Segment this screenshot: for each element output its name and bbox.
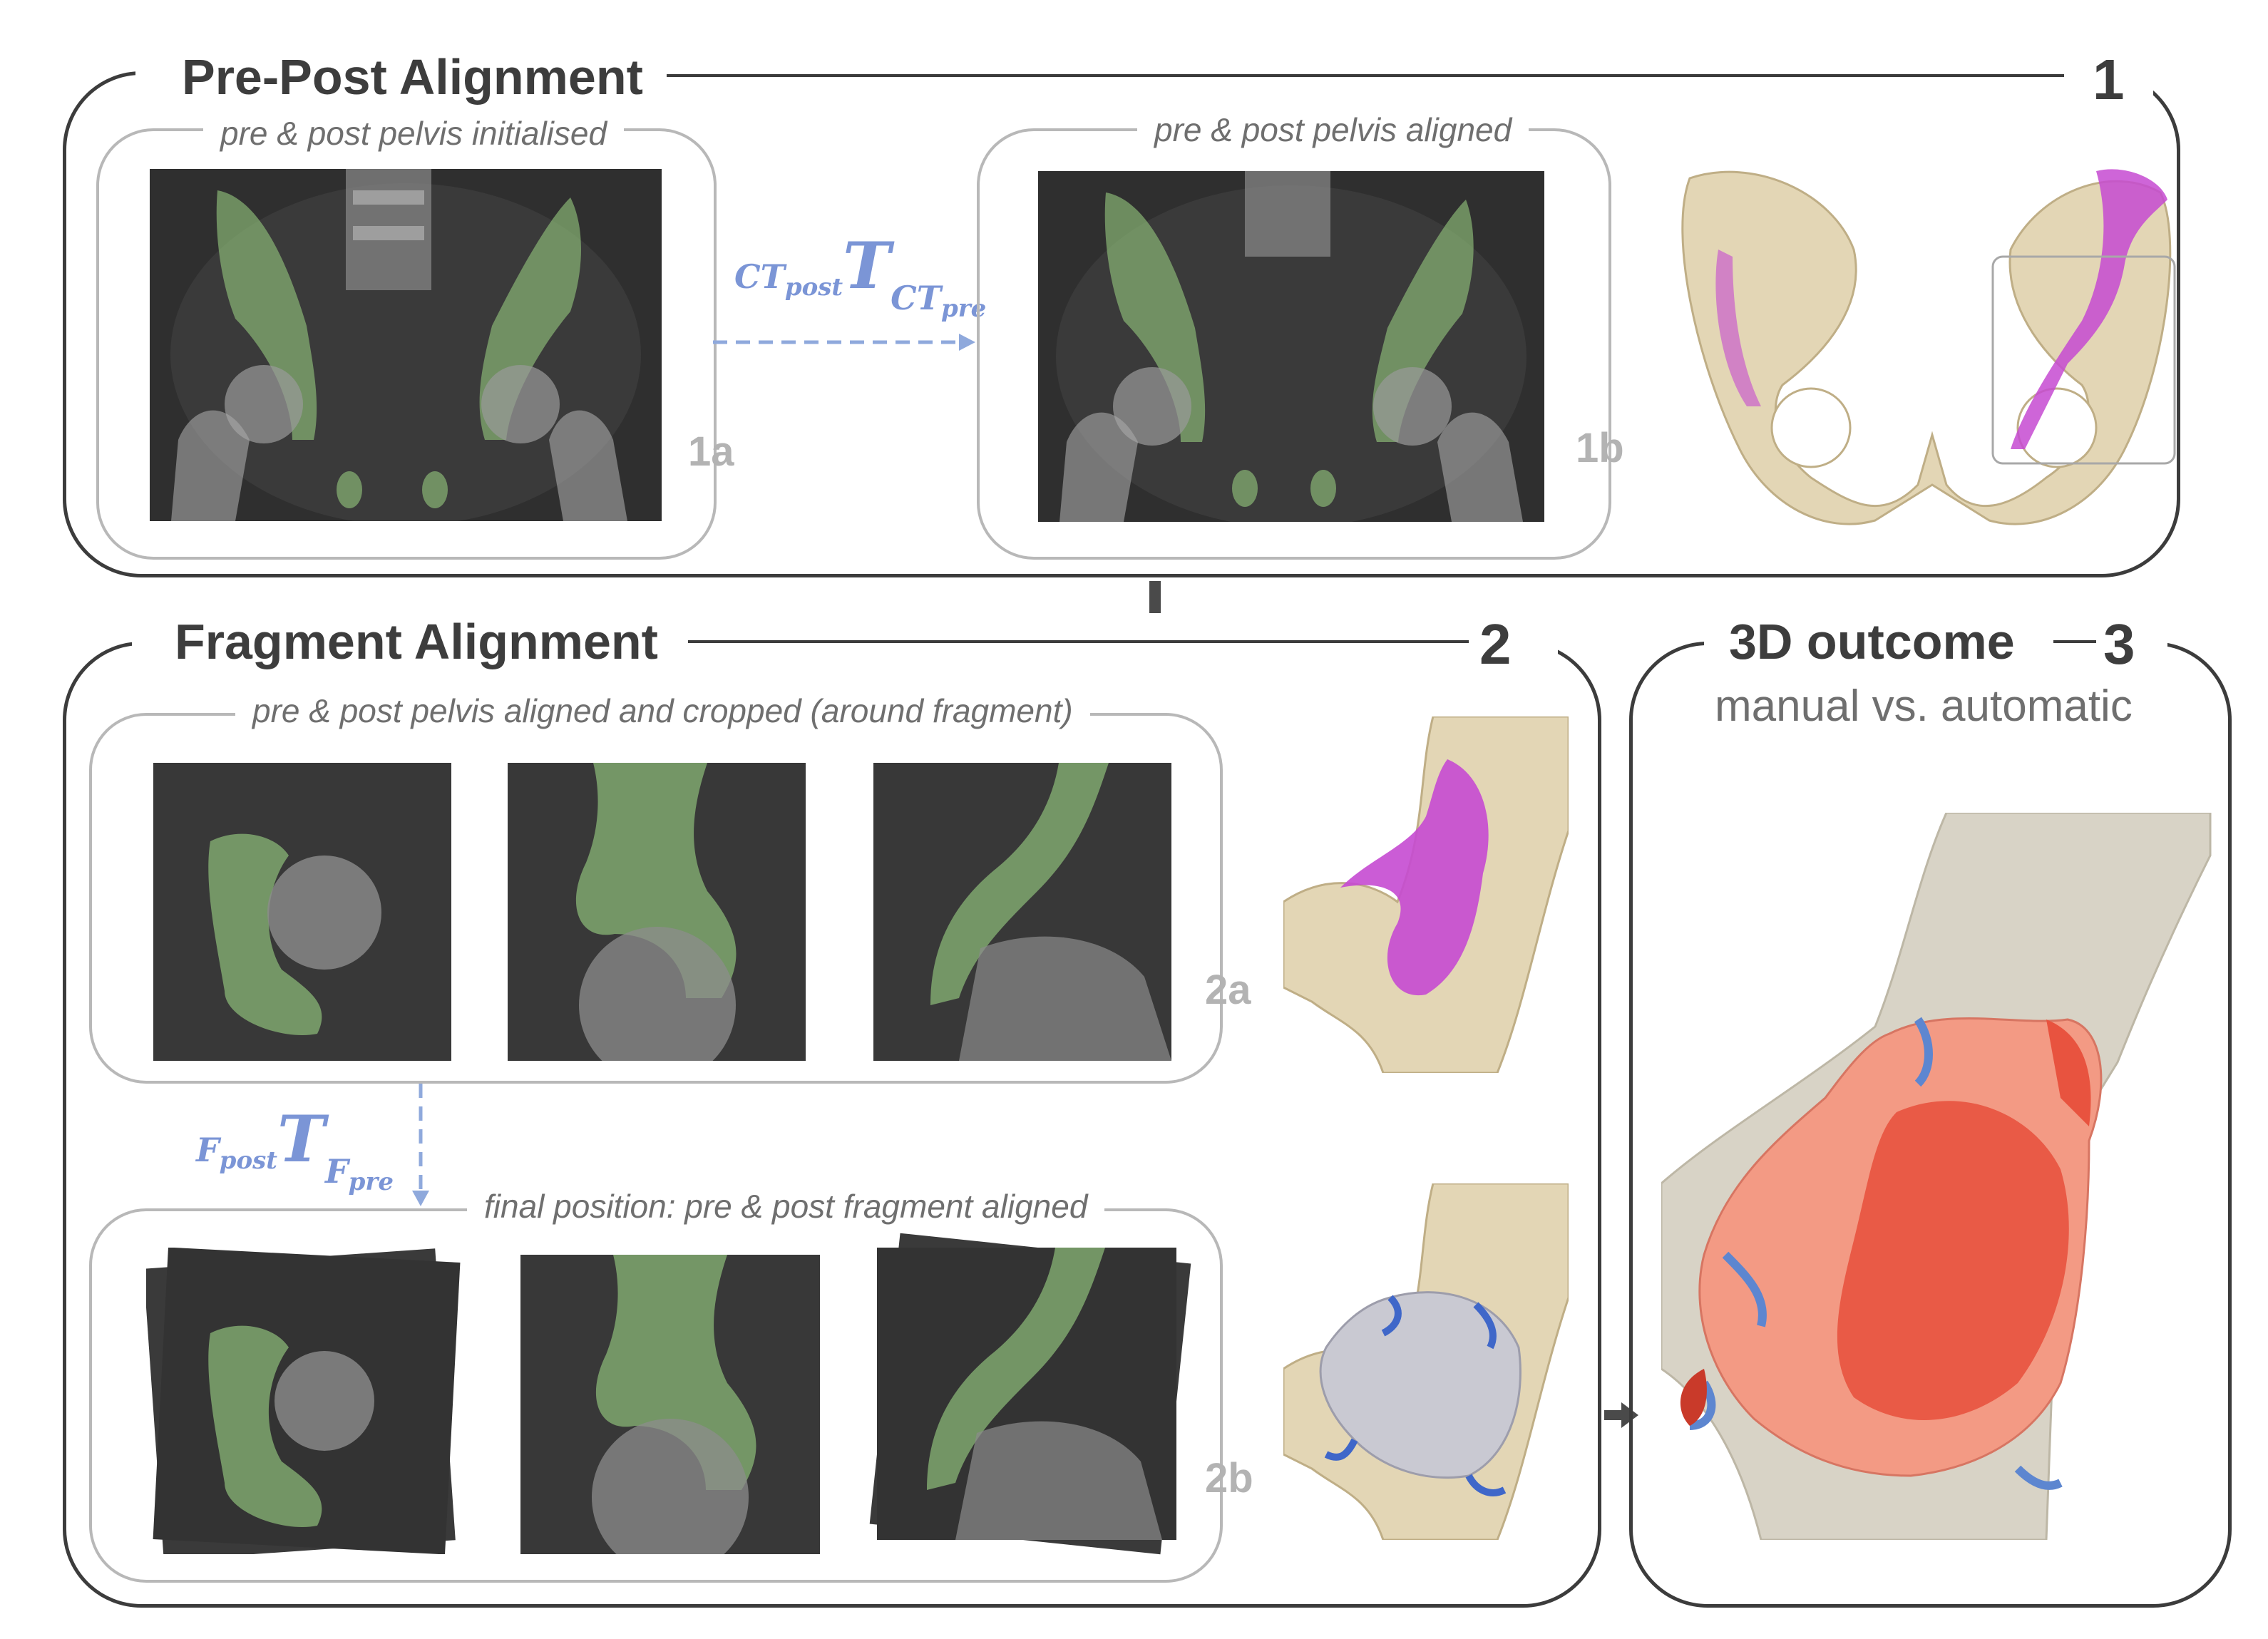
- dashed-arrow-right-icon: [713, 334, 975, 351]
- caption-1b: pre & post pelvis aligned: [1137, 111, 1529, 149]
- panel3-title: 3D outcome: [1729, 614, 2015, 669]
- ct-crop-2b-sagittal-aligned: [856, 1219, 1212, 1568]
- panel1-title: Pre-Post Alignment: [182, 49, 643, 105]
- caption-2a: pre & post pelvis aligned and cropped (a…: [235, 692, 1090, 730]
- tag-2b: 2b: [1205, 1455, 1253, 1501]
- ct-crop-2a-axial: [153, 763, 451, 1061]
- panel1-title-line: [667, 74, 2064, 77]
- tag-1a: 1a: [688, 428, 734, 475]
- ct-coronal-pre-post-initialised: [150, 169, 662, 521]
- transform-ct-label: CTpostTCTpre: [734, 228, 987, 324]
- ct-coronal-pre-post-aligned: [1038, 171, 1544, 522]
- outcome-3d-render: [1661, 813, 2217, 1540]
- panel3-number: 3: [2103, 612, 2135, 676]
- transform-fragment-label: FpostTFpre: [196, 1101, 394, 1197]
- fragment-3d-render-pre: [1283, 716, 1569, 1073]
- panel1-number: 1: [2093, 48, 2125, 111]
- caption-2b: final position: pre & post fragment alig…: [467, 1187, 1105, 1226]
- panel3-title-line: [2053, 640, 2096, 643]
- panel3-subtitle: manual vs. automatic: [1715, 682, 2133, 731]
- ct-crop-2a-coronal: [508, 763, 806, 1061]
- ct-crop-2a-sagittal: [873, 763, 1171, 1061]
- panel2-number: 2: [1479, 612, 1512, 676]
- dashed-arrow-down-icon: [412, 1084, 429, 1206]
- caption-1a: pre & post pelvis initialised: [203, 114, 625, 153]
- ct-crop-2b-axial-aligned: [146, 1248, 467, 1554]
- panel2-title-line: [688, 640, 1469, 643]
- fragment-3d-render-post: [1283, 1183, 1569, 1540]
- panel2-title: Fragment Alignment: [175, 614, 658, 669]
- ct-crop-2b-coronal-aligned: [520, 1255, 820, 1554]
- pelvis-3d-render: [1668, 150, 2182, 542]
- tag-1b: 1b: [1576, 425, 1624, 471]
- tag-2a: 2a: [1205, 967, 1251, 1013]
